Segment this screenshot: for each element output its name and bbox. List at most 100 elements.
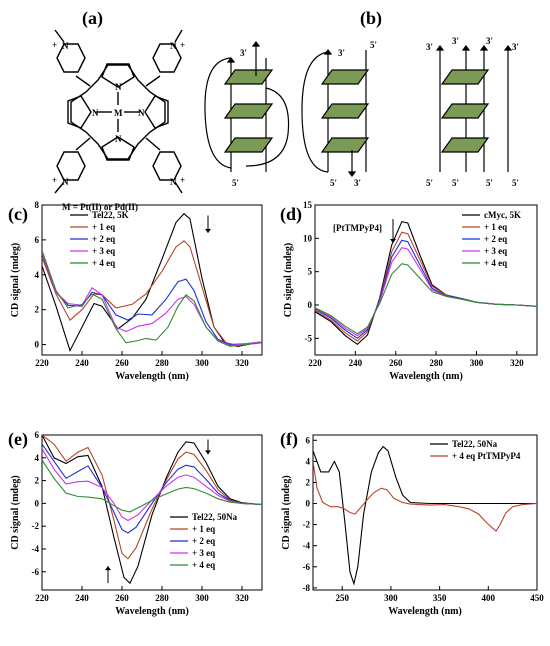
topology-parallel [439,46,509,172]
pyrrole-bottom [101,136,135,161]
pyrrole-right [144,95,169,129]
plot-frame [312,434,538,591]
end-5-t3a: 5' [426,178,433,188]
end-5-t3c: 5' [486,178,493,188]
trend-arrowhead [205,228,211,233]
y-tick-label: 8 [35,200,40,210]
pyridinium-n-bottom-left: N [62,177,69,187]
tetrad-3-bot [440,137,490,153]
pyrrole-left [67,95,92,129]
charge-bottom-right: + [180,175,185,185]
y-tick-label: -8 [303,583,311,593]
x-tick-label: 450 [530,593,544,603]
y-tick-label: 4 [306,456,311,466]
x-tick-label: 260 [389,358,403,368]
x-tick-label: 320 [235,358,249,368]
x-tick-label: 250 [335,593,349,603]
topology-antiparallel [301,50,370,176]
pyrrole-n-top: N [115,82,122,92]
strand-arrowhead [347,171,357,177]
tetrad-2-mid [320,103,370,119]
y-tick-label: 15 [303,200,313,210]
x-tick-label: 300 [195,358,209,368]
series-line-4 [42,250,262,347]
trend-arrowhead [205,450,211,455]
x-tick-label: 260 [115,593,129,603]
y-tick-label: 6 [35,430,40,440]
y-tick-label: 0 [306,499,311,509]
y-tick-label: 6 [306,435,311,445]
chart-panel-2: (e) 220 240 260 280 300 320 -6 -4 -2 0 2 4 6 Wavelengt… [8,429,263,617]
chart-panel-label: (c) [8,204,28,225]
meso-bond-bl [75,137,91,151]
x-tick-label: 220 [35,358,49,368]
strand-arrowhead [435,45,445,51]
legend-label: cMyc, 5K [484,210,521,220]
end-5-t2-bot: 5' [330,178,337,188]
end-5-t3b: 5' [452,178,459,188]
chart-panel-0: (c) 220 240 260 280 300 320 0 2 4 6 8 Wavelength (nm… [8,200,263,382]
plot-frame [314,204,538,356]
strand-arrowhead [251,41,261,47]
methyl-bottom-right [174,181,183,194]
tetrad-3-mid [440,103,490,119]
end-3-t3d: 3' [512,42,519,52]
x-tick-label: 300 [384,593,398,603]
end-5-t1: 5' [232,178,239,188]
y-tick-label: 0 [308,300,313,310]
series-line-1 [42,240,262,346]
y-tick-label: -4 [303,541,311,551]
series-line-2 [42,443,262,534]
y-tick-label: 10 [303,233,313,243]
end-3-t3c: 3' [486,36,493,46]
legend-label: + 3 eq [92,246,115,256]
legend-label: + 4 eq [484,258,507,268]
y-tick-label: -6 [32,567,40,577]
legend-label: + 2 eq [92,234,115,244]
y-tick-label: 2 [35,305,40,315]
metal-symbol: M [114,108,123,118]
y-tick-label: -4 [32,544,40,554]
chart-panel-3: (f) 250 300 350 400 450 -8 -6 -4 -2 0 2 4 6 Wavelength… [280,429,544,617]
y-tick-label: 2 [306,477,311,487]
legend-label: Tel22, 5K [92,210,129,220]
pyrrole-n-left: N [92,108,99,118]
y-tick-label: 0 [35,498,40,508]
end-3-t1: 3' [240,48,247,58]
legend-label: + 2 eq [484,234,507,244]
x-tick-label: 240 [349,358,363,368]
legend-label: + 3 eq [192,548,215,558]
plot-frame [41,434,263,591]
y-tick-label: 6 [35,235,40,245]
panel-a-caption: M = Pt(II) or Pd(II) [62,202,138,212]
end-5-t3d: 5' [512,178,519,188]
pyrrole-top [101,63,135,88]
methyl-bottom-left [54,181,65,194]
y-axis-label: CD signal (mdeg) [10,243,21,317]
legend-label: Tel22, 50Na [452,439,498,449]
end-3-t3a: 3' [426,42,433,52]
x-tick-label: 320 [510,358,524,368]
plot-frame [41,204,263,356]
pyridinium-n-top-left: N [62,41,69,51]
loop-1-right [245,87,290,167]
legend-label: + 4 eq [192,560,215,570]
x-axis-label: Wavelength (nm) [389,371,463,382]
strand-arrowhead [226,57,236,63]
legend-label: + 4 eq [92,258,115,268]
series-line-4 [42,459,262,513]
tetrad-1-bot [223,137,274,153]
pyridine-top-right [152,43,182,73]
x-tick-label: 400 [482,593,496,603]
annotation-arrowhead [390,239,396,243]
x-tick-label: 300 [470,358,484,368]
series-line-1 [313,461,537,532]
y-tick-label: 2 [35,476,40,486]
x-tick-label: 240 [75,358,89,368]
panel-a-label: (a) [82,8,103,29]
porphyrin-structure [54,29,183,194]
strand-arrowhead [503,45,513,51]
y-tick-label: -2 [32,521,40,531]
